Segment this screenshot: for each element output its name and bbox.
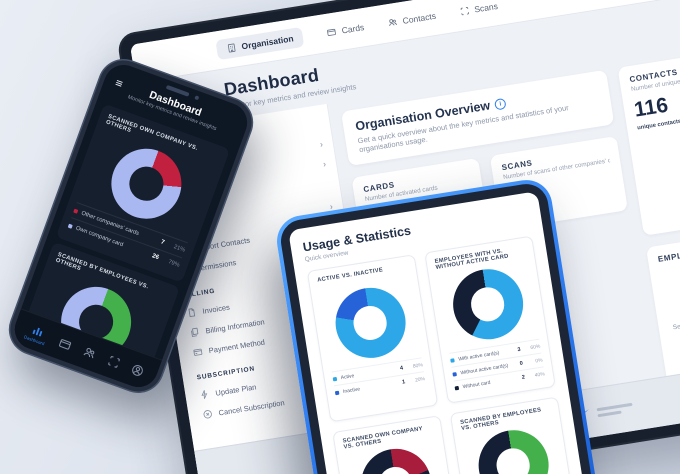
lightning-icon: [201, 390, 208, 399]
sidebar-item-cancel-subscription[interactable]: Cancel Subscription›: [187, 378, 373, 427]
tablet-bezel: Usage & Statistics Quick overview ACTIVE…: [277, 180, 597, 474]
legend-dot: [454, 385, 460, 390]
person-circle-icon: [132, 364, 144, 376]
document-icon: [188, 308, 196, 318]
sidebar-item-invoices[interactable]: Invoices›: [171, 277, 357, 326]
card-scanned-own-company: SCANNED OWN COMPANY VS. OTHERS: [332, 415, 458, 474]
legend-dot: [450, 357, 455, 363]
credit-card-icon: [193, 348, 203, 356]
nav-cards[interactable]: [57, 335, 74, 352]
bar-chart-icon: [32, 327, 43, 336]
tab-organisation[interactable]: Organisation: [215, 26, 305, 61]
donut-scanned-by-employees: [473, 425, 554, 474]
footer-text-placeholder: [596, 402, 634, 417]
scan-icon: [460, 7, 469, 16]
building-icon: [227, 43, 236, 53]
tab-label: Organisation: [240, 33, 295, 52]
info-icon[interactable]: i: [494, 97, 507, 110]
monitor-top-nav: Organisation Cards Contacts Scans: [129, 0, 680, 84]
tab-contacts[interactable]: Contacts: [387, 11, 437, 28]
tab-label: Scans: [473, 0, 499, 15]
tab-cards[interactable]: Cards: [326, 22, 365, 38]
tab-scans[interactable]: Scans: [459, 0, 499, 17]
chevron-right-icon: ›: [319, 138, 324, 149]
chevron-right-icon: ›: [322, 158, 327, 169]
phone-bottom-nav: Dashboard: [9, 308, 163, 393]
sidebar-item-payment-method[interactable]: Payment Method›: [178, 316, 364, 365]
scan-icon: [108, 355, 120, 368]
sidebar-item-update-plan[interactable]: Update Plan›: [184, 359, 370, 408]
nav-contacts[interactable]: [81, 344, 98, 361]
menu-icon[interactable]: [113, 78, 125, 89]
nav-profile[interactable]: [130, 362, 147, 379]
documents-icon: [191, 327, 199, 337]
card-scanned-by-employees: SCANNED BY EMPLOYEES VS. OTHERS: [449, 396, 575, 474]
legend-dot: [332, 376, 338, 381]
tablet-screen: Usage & Statistics Quick overview ACTIVE…: [288, 191, 586, 474]
card-icon: [59, 338, 72, 350]
card-active-vs-inactive: ACTIVE VS. INACTIVE Active 4 80% Inactiv…: [306, 254, 439, 423]
people-icon: [83, 347, 95, 358]
x-circle-icon: [203, 410, 212, 419]
see-all-button[interactable]: See all: [672, 321, 680, 331]
legend-dot: [334, 390, 340, 395]
nav-dashboard[interactable]: Dashboard: [23, 321, 50, 346]
legend-dot: [67, 223, 73, 229]
people-icon: [389, 19, 398, 26]
sidebar-item-billing-information[interactable]: Billing Information›: [174, 296, 360, 345]
legend-dot: [73, 208, 79, 214]
donut-scanned-own-company: [355, 443, 436, 474]
card-employees-with-without-card: EMPLOYEES WITH VS. WITHOUT ACTIVE CARD W…: [424, 235, 556, 404]
tab-label: Cards: [340, 22, 365, 36]
nav-scan[interactable]: [105, 353, 122, 370]
legend-dot: [452, 371, 457, 377]
donut-employees-card-status: [447, 264, 528, 345]
phone-header: Dashboard Monitor key metrics and review…: [98, 59, 252, 147]
card-icon: [327, 28, 337, 36]
tablet-device: Usage & Statistics Quick overview ACTIVE…: [273, 176, 601, 474]
donut-active-vs-inactive: [330, 282, 411, 363]
phone-device: Dashboard Monitor key metrics and review…: [1, 51, 261, 401]
phone-screen: Dashboard Monitor key metrics and review…: [9, 59, 253, 393]
tab-label: Contacts: [401, 10, 437, 26]
